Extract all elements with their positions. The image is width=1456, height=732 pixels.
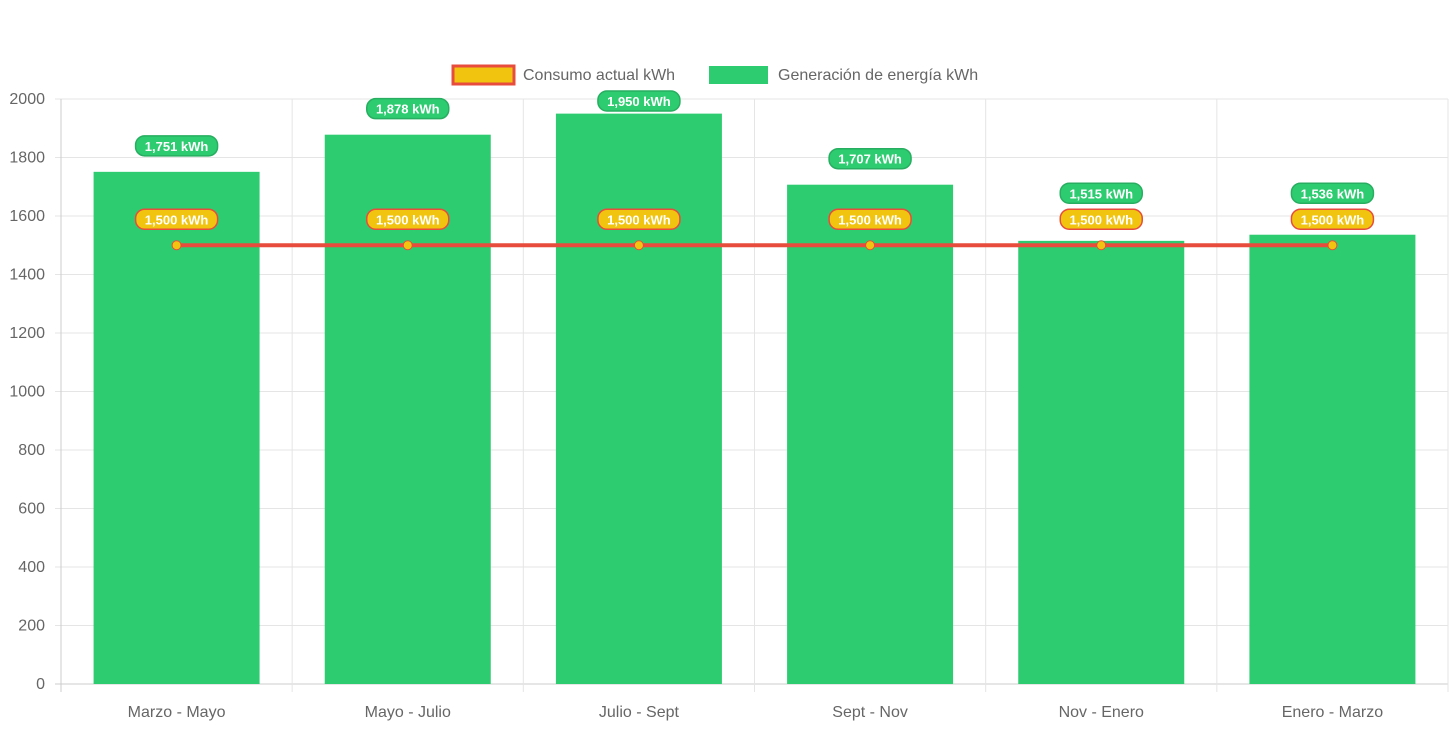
line-point: [1096, 240, 1107, 251]
data-label: 1,707 kWh: [838, 152, 902, 167]
legend[interactable]: Consumo actual kWh Generación de energía…: [451, 64, 978, 86]
data-label: 1,500 kWh: [1301, 212, 1365, 227]
x-tick-label: Julio - Sept: [599, 704, 680, 721]
bar: [93, 171, 260, 684]
data-label-bg: [597, 90, 681, 112]
data-label: 1,500 kWh: [838, 212, 902, 227]
data-label: 1,878 kWh: [376, 102, 440, 117]
x-tick-label: Sept - Nov: [832, 704, 908, 721]
legend-swatch-consumo[interactable]: [451, 64, 516, 86]
x-tick-label: Nov - Enero: [1059, 704, 1144, 721]
data-labels: 1,751 kWh 1,878 kWh 1,950 kWh 1,707 kWh 1,51…: [134, 90, 1375, 230]
data-label: 1,515 kWh: [1069, 186, 1133, 201]
data-label: 1,500 kWh: [1069, 212, 1133, 227]
line-point: [1327, 240, 1338, 251]
bar: [787, 184, 954, 684]
y-tick-label: 200: [18, 618, 45, 635]
y-tick-label: 1600: [9, 208, 45, 225]
data-label: 1,500 kWh: [376, 212, 440, 227]
line-point: [865, 240, 876, 251]
data-label: 1,751 kWh: [145, 139, 209, 154]
data-label: 1,500 kWh: [607, 212, 671, 227]
data-label-bg: [1059, 182, 1143, 204]
data-label-bg: [134, 135, 219, 157]
y-tick-label: 1000: [9, 384, 45, 401]
y-tick-label: 600: [18, 501, 45, 518]
legend-label-consumo[interactable]: Consumo actual kWh: [523, 67, 675, 84]
legend-swatch-generacion[interactable]: [709, 66, 768, 84]
y-tick-label: 800: [18, 442, 45, 459]
data-label-bg: [1059, 208, 1143, 230]
data-label: 1,536 kWh: [1301, 186, 1365, 201]
data-label-bg: [597, 208, 681, 230]
x-tick-label: Enero - Marzo: [1282, 704, 1383, 721]
line-point: [633, 240, 644, 251]
y-tick-label: 1800: [9, 150, 45, 167]
grid: [55, 98, 1449, 692]
bar: [1018, 240, 1185, 685]
data-label: 1,950 kWh: [607, 94, 671, 109]
y-tick-label: 1400: [9, 267, 45, 284]
data-label-bg: [134, 208, 219, 230]
x-tick-label: Marzo - Mayo: [128, 704, 226, 721]
y-tick-label: 400: [18, 559, 45, 576]
data-label-bg: [366, 97, 450, 120]
bars: [93, 113, 1416, 685]
data-label-bg: [366, 208, 450, 230]
data-label-bg: [828, 147, 912, 170]
data-label-bg: [1290, 208, 1375, 230]
line-series: [171, 240, 1338, 251]
legend-label-generacion[interactable]: Generación de energía kWh: [778, 67, 978, 84]
axes: 0 200 400 600 800 1000 1200 1400 1600 1800 2000 Mar…: [9, 91, 1383, 721]
line-point: [171, 240, 182, 251]
x-tick-label: Mayo - Julio: [365, 704, 451, 721]
data-label: 1,500 kWh: [145, 212, 209, 227]
y-tick-label: 2000: [9, 91, 45, 108]
data-label-bg: [1290, 182, 1375, 204]
y-tick-label: 0: [36, 676, 45, 693]
data-label-bg: [828, 208, 912, 230]
bar: [1249, 234, 1416, 684]
y-tick-label: 1200: [9, 325, 45, 342]
line-point: [402, 240, 413, 251]
bar: [555, 113, 722, 684]
